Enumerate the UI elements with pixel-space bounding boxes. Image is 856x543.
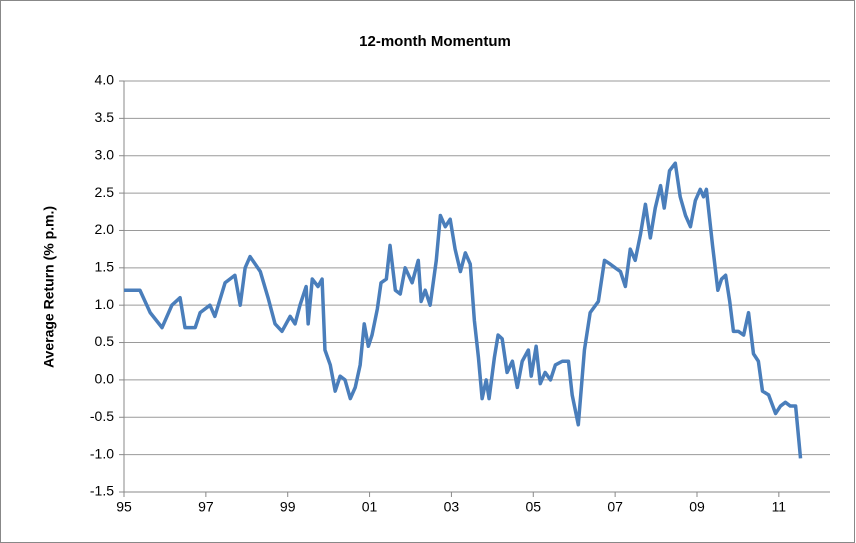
y-tick-label: 1.0	[95, 296, 115, 312]
y-tick-label: 0.0	[95, 371, 115, 387]
y-tick-label: -0.5	[90, 408, 114, 424]
y-tick-label: 2.5	[95, 184, 115, 200]
x-tick-label: 11	[772, 499, 787, 515]
x-tick-label: 05	[525, 499, 541, 515]
x-tick-label: 09	[689, 499, 705, 515]
y-tick-label: -1.0	[90, 445, 114, 461]
x-tick-label: 99	[280, 499, 296, 515]
x-tick-label: 97	[198, 499, 214, 515]
x-tick-label: 07	[607, 499, 623, 515]
y-axis-title: Average Return (% p.m.)	[41, 206, 57, 368]
chart-title: 12-month Momentum	[359, 33, 511, 50]
y-tick-label: -1.5	[90, 483, 114, 499]
x-tick-label: 01	[362, 499, 378, 515]
x-tick-label: 95	[116, 499, 132, 515]
y-tick-label: 3.0	[95, 146, 115, 162]
y-tick-label: 0.5	[95, 333, 115, 349]
y-tick-label: 1.5	[95, 259, 115, 275]
y-tick-label: 4.0	[95, 72, 115, 88]
x-tick-label: 03	[444, 499, 460, 515]
y-tick-label: 2.0	[95, 221, 115, 237]
y-tick-label: 3.5	[95, 109, 115, 125]
data-line	[124, 161, 803, 459]
